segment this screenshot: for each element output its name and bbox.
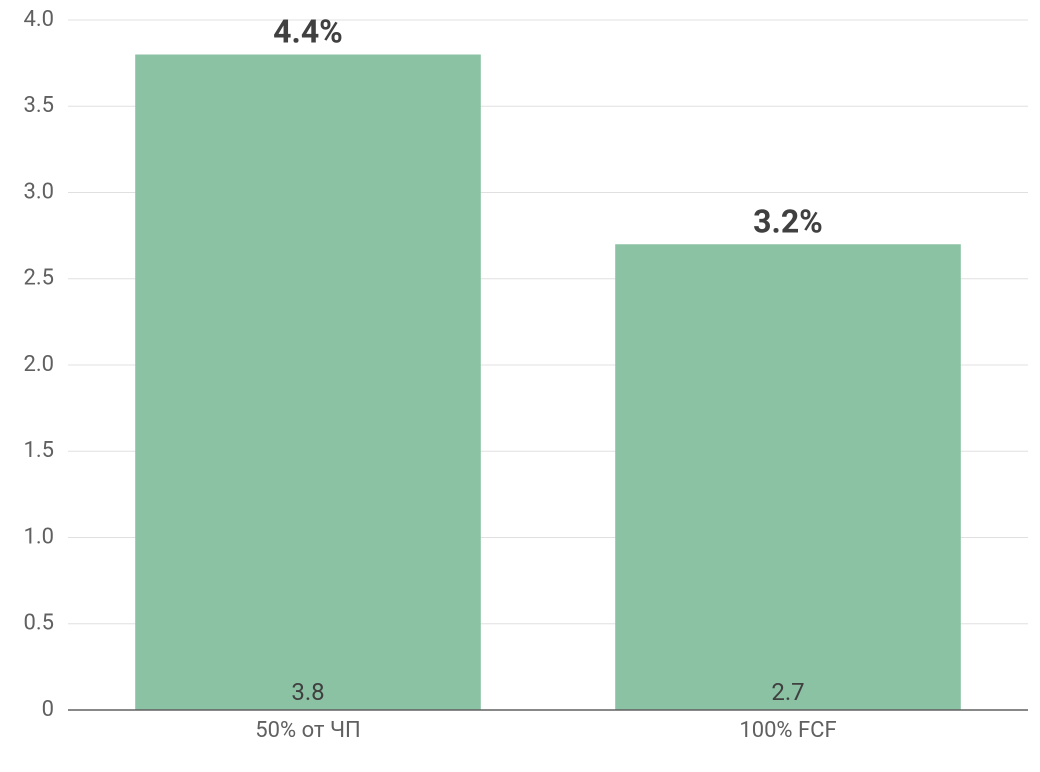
bar-top-label: 4.4% xyxy=(273,13,343,51)
x-tick-label: 100% FCF xyxy=(739,718,836,743)
y-tick-label: 3.0 xyxy=(23,179,54,204)
bar-bottom-label: 3.8 xyxy=(291,678,324,706)
y-tick-label: 2.0 xyxy=(23,352,54,377)
y-tick-label: 1.5 xyxy=(23,438,54,463)
y-tick-label: 4.0 xyxy=(23,7,54,32)
bar-bottom-label: 2.7 xyxy=(771,678,804,706)
bar-top-label: 3.2% xyxy=(753,202,823,240)
y-tick-label: 0 xyxy=(42,697,54,722)
y-tick-label: 0.5 xyxy=(23,611,54,636)
y-tick-label: 2.5 xyxy=(23,266,54,291)
y-tick-label: 1.0 xyxy=(23,524,54,549)
bar-chart: 0 0.5 1.0 1.5 2.0 2.5 3.0 3.5 4.0 4.4% 3.8 50% от Ч… xyxy=(0,0,1040,772)
bar xyxy=(135,55,481,711)
x-tick-label: 50% от ЧП xyxy=(255,718,360,743)
bar xyxy=(615,244,961,710)
y-tick-label: 3.5 xyxy=(23,93,54,118)
